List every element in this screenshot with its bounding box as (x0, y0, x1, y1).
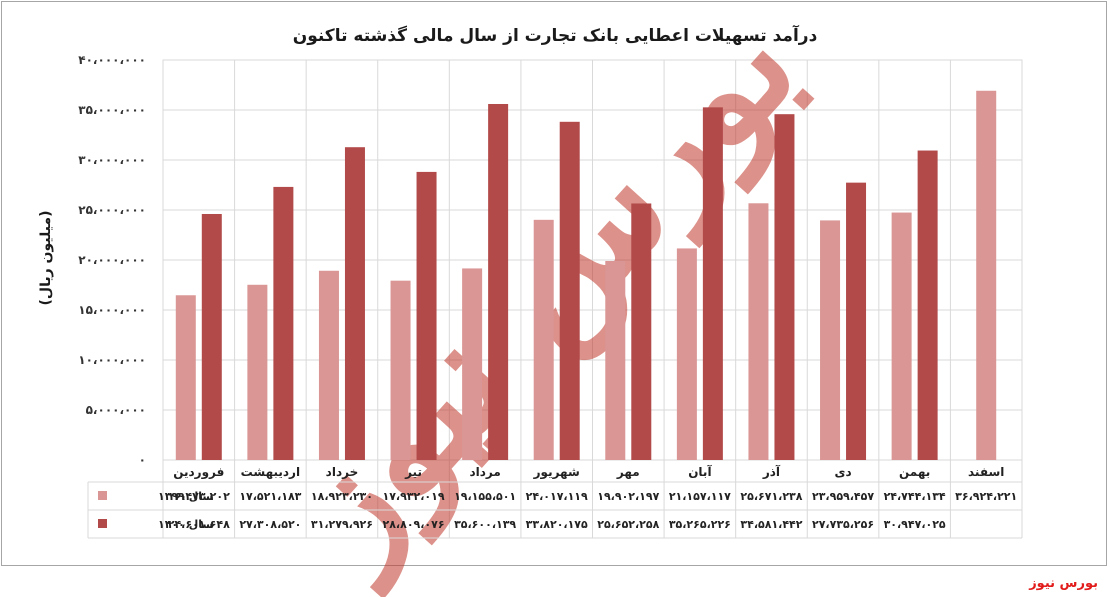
bar (748, 203, 769, 461)
bar (247, 284, 268, 460)
y-tick-label: ۲۰،۰۰۰،۰۰۰ (78, 253, 146, 267)
data-label: ۲۵،۶۷۱،۲۳۸ (740, 490, 802, 503)
bar (201, 213, 222, 460)
bar (676, 248, 697, 460)
y-tick-label: ۱۰،۰۰۰،۰۰۰ (78, 353, 146, 367)
bar (820, 220, 841, 460)
data-label: ۱۸،۹۲۳،۲۳۰ (311, 490, 373, 503)
data-label: ۲۷،۳۰۸،۵۲۰ (239, 518, 301, 531)
data-label: ۱۶،۴۷۳،۲۰۲ (168, 490, 230, 503)
x-category-label: خرداد (326, 465, 359, 479)
bar (488, 103, 509, 461)
data-label: ۳۵،۲۶۵،۲۲۶ (669, 518, 731, 531)
bar (559, 121, 580, 460)
data-label: ۲۳،۹۵۹،۴۵۷ (812, 490, 874, 503)
data-label: ۲۵،۶۵۲،۲۵۸ (597, 518, 659, 531)
data-label: ۳۱،۲۷۹،۹۲۶ (311, 518, 373, 531)
y-tick-label: ۲۵،۰۰۰،۰۰۰ (78, 203, 146, 217)
data-label: ۲۴،۶۰۱،۶۴۸ (168, 518, 230, 531)
bar (416, 171, 437, 460)
data-label: ۲۴،۷۴۴،۱۳۴ (884, 490, 946, 503)
x-category-label: مهر (616, 465, 640, 479)
data-label: ۲۷،۷۳۵،۲۵۶ (812, 518, 874, 531)
bar (273, 186, 294, 460)
bar (891, 212, 912, 460)
bar (605, 260, 626, 460)
data-label: ۲۸،۸۰۹،۰۷۶ (383, 518, 445, 531)
y-tick-label: ۰ (139, 453, 146, 467)
data-label: ۳۵،۶۰۰،۱۳۹ (454, 518, 516, 531)
legend-label: سال ۱۴۰۰ (158, 518, 213, 531)
chart-title: درآمد تسهیلات اعطایی بانک تجارت از سال م… (292, 26, 818, 46)
data-label: ۳۰،۹۴۷،۰۲۵ (884, 518, 946, 531)
bar (462, 268, 483, 460)
data-label: ۲۱،۱۵۷،۱۱۷ (669, 490, 731, 503)
bar (318, 270, 339, 460)
y-tick-label: ۳۵،۰۰۰،۰۰۰ (78, 103, 146, 117)
data-label: ۳۳،۸۲۰،۱۷۵ (526, 518, 588, 531)
y-tick-label: ۵،۰۰۰،۰۰۰ (86, 403, 146, 417)
bar (976, 90, 997, 461)
x-category-label: آبان (688, 464, 712, 479)
bar (533, 219, 554, 460)
x-category-label: فروردین (173, 465, 224, 480)
y-tick-label: ۴۰،۰۰۰،۰۰۰ (78, 53, 146, 67)
data-label: ۳۶،۹۲۴،۲۲۱ (955, 490, 1017, 503)
x-category-label: اسفند (968, 465, 1004, 479)
legend-swatch (98, 519, 107, 528)
bar (390, 280, 411, 460)
y-tick-label: ۳۰،۰۰۰،۰۰۰ (78, 153, 146, 167)
bar (917, 150, 938, 460)
legend-label: سال ۱۳۹۹ (158, 490, 213, 503)
x-category-label: دی (834, 465, 851, 479)
x-category-label: آذر (762, 464, 781, 479)
data-label: ۱۷،۵۲۱،۱۸۳ (239, 490, 301, 503)
x-category-label: شهریور (533, 465, 580, 480)
x-category-label: مرداد (469, 465, 500, 479)
brand-logo-text: بورس نیوز (1029, 576, 1098, 591)
data-label: ۱۹،۹۰۲،۱۹۷ (597, 490, 659, 503)
legend-swatch (98, 491, 107, 500)
bar (344, 147, 365, 460)
bar (631, 203, 652, 460)
bar (175, 295, 196, 460)
data-label: ۱۷،۹۳۲،۰۱۹ (383, 490, 445, 503)
x-category-label: تیر (404, 465, 422, 479)
data-label: ۲۴،۰۱۷،۱۱۹ (526, 490, 588, 503)
x-category-label: اردیبهشت (241, 465, 300, 479)
data-label: ۱۹،۱۵۵،۵۰۱ (454, 490, 516, 503)
data-label: ۳۴،۵۸۱،۴۴۲ (740, 518, 802, 531)
y-tick-label: ۱۵،۰۰۰،۰۰۰ (78, 303, 146, 317)
x-category-label: بهمن (899, 465, 930, 479)
bar (702, 107, 723, 460)
bar (774, 114, 795, 460)
bar (846, 182, 867, 460)
